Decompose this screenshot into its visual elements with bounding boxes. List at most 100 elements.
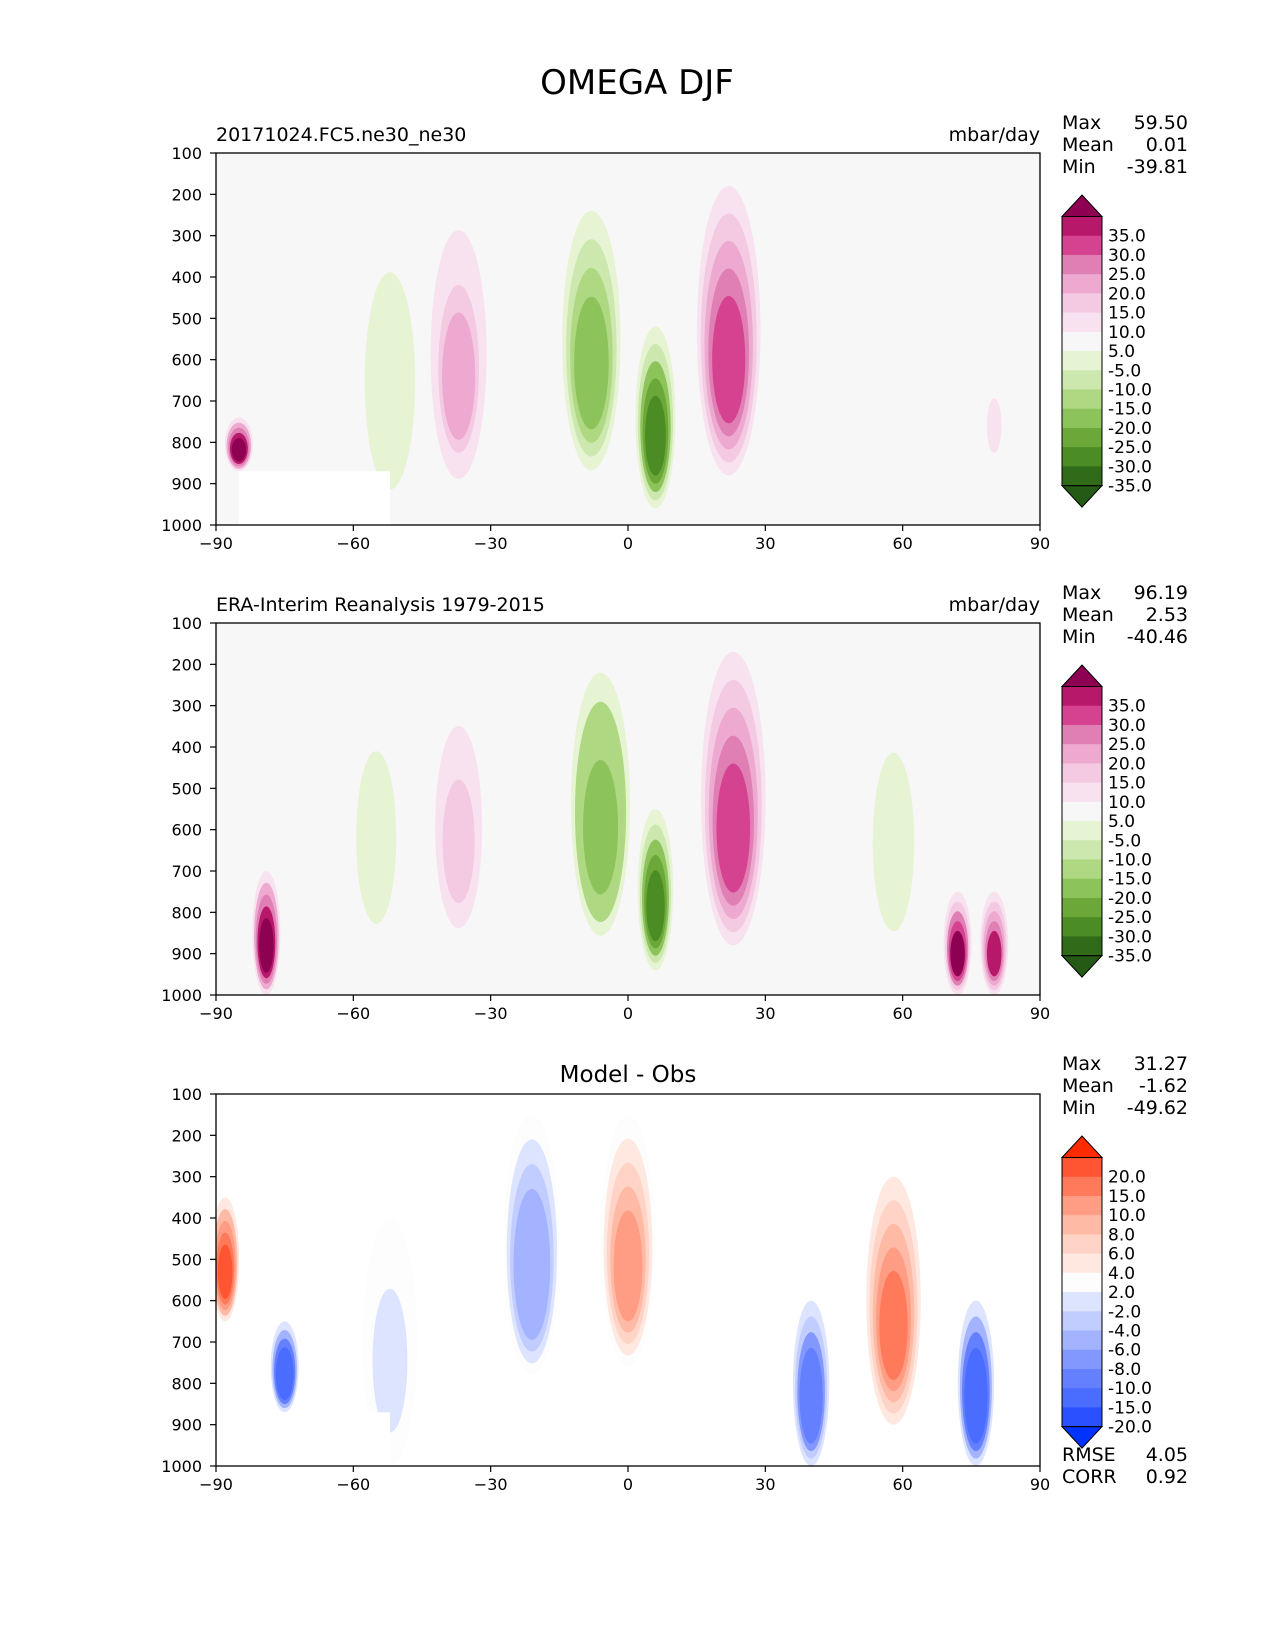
colorbar-bin	[1062, 840, 1102, 861]
stat-value: 96.19	[1134, 582, 1188, 604]
stat-value: -1.62	[1139, 1075, 1188, 1097]
colorbar-extend-max	[1060, 1135, 1104, 1159]
contour-6-level-5	[801, 1363, 821, 1437]
x-tick-label: 0	[623, 534, 633, 553]
contour-1-level-5	[217, 1244, 233, 1300]
y-tick-label: 1000	[161, 1457, 202, 1476]
colorbar-bin	[1062, 1176, 1102, 1197]
plot-area	[216, 153, 1040, 525]
y-tick-label: 1000	[161, 986, 202, 1005]
contour-4-level-5	[583, 759, 619, 895]
y-tick-label: 900	[171, 475, 202, 494]
colorbar-bin	[1062, 744, 1102, 764]
contour-8-level-5	[950, 930, 965, 977]
contour-5-level-5	[646, 870, 665, 942]
colorbar-bin	[1062, 1195, 1102, 1216]
contour-7-level-5	[866, 376, 894, 482]
colorbar-label: 5.0	[1108, 342, 1135, 362]
colorbar-frame	[1061, 686, 1103, 957]
colorbar-label: -20.0	[1108, 1418, 1152, 1438]
stat-value: 31.27	[1134, 1053, 1188, 1075]
x-tick-label: −90	[199, 1475, 233, 1494]
colorbar-bin	[1062, 936, 1102, 957]
colorbar-label: -15.0	[1108, 400, 1152, 420]
colorbar-label: 35.0	[1108, 227, 1146, 247]
colorbar-label: 8.0	[1108, 1225, 1135, 1245]
stat-value: 59.50	[1134, 112, 1188, 134]
contour-field	[216, 1114, 995, 1466]
stat-label: Max	[1062, 112, 1101, 134]
y-tick-label: 500	[171, 1250, 202, 1269]
y-tick-label: 1000	[161, 516, 202, 535]
colorbar-label: 20.0	[1108, 754, 1146, 774]
colorbar-label: 5.0	[1108, 812, 1135, 832]
contour-9-level-5	[986, 930, 1002, 977]
terrain-mask	[238, 471, 390, 525]
x-tick-label: −60	[336, 1004, 370, 1023]
colorbar-bin	[1062, 686, 1102, 707]
colorbar: 35.030.025.020.015.010.05.0-5.0-10.0-15.…	[1060, 194, 1152, 508]
colorbar-bin	[1062, 408, 1102, 429]
colorbar-bin	[1062, 370, 1102, 391]
y-tick-label: 700	[171, 392, 202, 411]
colorbar-bin	[1062, 724, 1102, 745]
contour-5-level-5	[613, 1210, 643, 1322]
panel-title-left: 20171024.FC5.ne30_ne30	[216, 124, 466, 146]
colorbar-label: 10.0	[1108, 323, 1146, 343]
colorbar-bin	[1062, 897, 1102, 918]
stat-label: Max	[1062, 1053, 1101, 1075]
stat-label: Min	[1062, 1097, 1096, 1119]
contour-8-level-5	[986, 398, 1002, 454]
colorbar-label: -8.0	[1108, 1360, 1141, 1380]
extra-stat-value: 0.92	[1146, 1466, 1188, 1488]
colorbar-bin	[1062, 312, 1102, 333]
y-tick-label: 600	[171, 1292, 202, 1311]
y-tick-label: 900	[171, 1416, 202, 1435]
x-tick-label: −60	[336, 1475, 370, 1494]
colorbar-label: -15.0	[1108, 1398, 1152, 1418]
colorbar-bin	[1062, 216, 1102, 237]
x-tick-label: 30	[755, 534, 775, 553]
y-tick-label: 100	[171, 614, 202, 633]
x-tick-label: 0	[623, 1475, 633, 1494]
colorbar-label: 15.0	[1108, 774, 1146, 794]
stat-value: 0.01	[1146, 134, 1188, 156]
y-tick-label: 300	[171, 227, 202, 246]
colorbar-extend-min	[1060, 485, 1104, 508]
colorbar-bin	[1062, 878, 1102, 899]
colorbar-bin	[1062, 351, 1102, 371]
colorbar-bin	[1062, 1330, 1102, 1351]
extra-stat-label: CORR	[1062, 1466, 1117, 1488]
y-tick-label: 200	[171, 655, 202, 674]
colorbar-bin	[1062, 1157, 1102, 1178]
colorbar-extend-max	[1060, 194, 1104, 218]
y-tick-label: 300	[171, 697, 202, 716]
colorbar-bin	[1062, 1272, 1102, 1293]
colorbar-label: -35.0	[1108, 477, 1152, 497]
stat-value: -40.46	[1127, 626, 1188, 648]
colorbar-label: -10.0	[1108, 851, 1152, 871]
stat-value: -49.62	[1127, 1097, 1188, 1119]
contour-2-level-5	[362, 796, 390, 903]
contour-field	[252, 643, 1009, 995]
contour-6-level-5	[716, 763, 751, 893]
colorbar-bin	[1062, 1215, 1102, 1235]
colorbar-label: 25.0	[1108, 265, 1146, 285]
colorbar-bin	[1062, 821, 1102, 841]
contour-2-level-5	[277, 1355, 292, 1396]
y-tick-label: 100	[171, 1085, 202, 1104]
colorbar-label: -5.0	[1108, 831, 1141, 851]
colorbar-bin	[1062, 293, 1102, 314]
x-tick-label: 60	[892, 534, 912, 553]
x-tick-label: −90	[199, 1004, 233, 1023]
contour-4-level-5	[516, 1213, 547, 1329]
y-tick-label: 200	[171, 185, 202, 204]
colorbar-label: 10.0	[1108, 793, 1146, 813]
colorbar-label: -20.0	[1108, 889, 1152, 909]
extra-stat-label: RMSE	[1062, 1444, 1116, 1466]
stat-label: Max	[1062, 582, 1101, 604]
y-tick-label: 500	[171, 779, 202, 798]
